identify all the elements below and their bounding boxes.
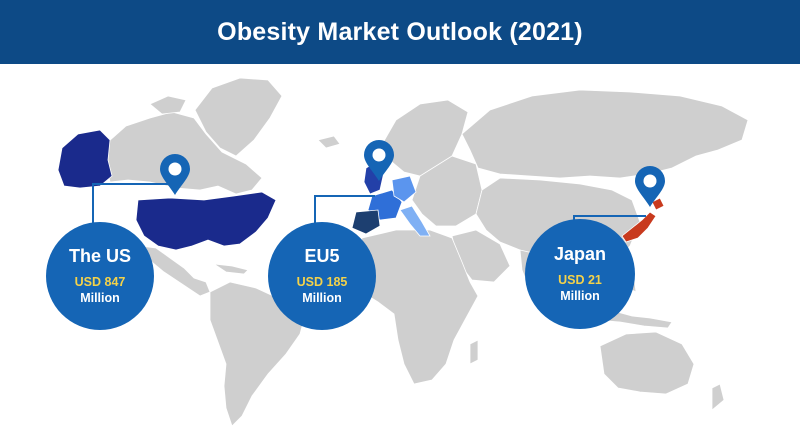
australia <box>599 331 695 395</box>
market-value: USD 21 <box>558 273 602 287</box>
market-circle-us: The US USD 847 Million <box>46 222 154 330</box>
location-pin-icon <box>364 140 394 181</box>
japan <box>621 211 657 243</box>
market-value: USD 847 <box>74 275 126 289</box>
market-name: EU5 <box>304 246 340 266</box>
russia <box>461 89 749 179</box>
location-pin-icon <box>160 154 190 195</box>
location-pin-icon <box>635 166 665 207</box>
market-unit: Million <box>80 291 120 305</box>
madagascar <box>469 339 479 365</box>
alaska <box>57 129 113 189</box>
europe-north <box>379 99 469 177</box>
market-circle-eu5: EU5 USD 185 Million <box>268 222 376 330</box>
new-zealand <box>711 383 725 411</box>
iceland <box>317 135 341 149</box>
greenland <box>194 77 283 157</box>
market-name: The US <box>68 246 131 266</box>
market-unit: Million <box>302 291 342 305</box>
market-name: Japan <box>553 244 607 264</box>
market-value: USD 185 <box>296 275 348 289</box>
world-map <box>57 77 749 427</box>
market-unit: Million <box>560 289 600 303</box>
germany <box>391 175 417 203</box>
europe-east <box>411 155 483 227</box>
caribbean <box>213 263 249 275</box>
spain <box>351 209 381 235</box>
arctic-islands <box>149 95 187 115</box>
page-title: Obesity Market Outlook (2021) <box>217 17 583 46</box>
hokkaido <box>651 197 665 211</box>
italy <box>399 205 431 237</box>
africa <box>353 229 479 385</box>
usa <box>135 191 277 251</box>
market-circle-japan: Japan USD 21 Million <box>525 219 635 329</box>
title-bar: Obesity Market Outlook (2021) <box>0 0 800 64</box>
